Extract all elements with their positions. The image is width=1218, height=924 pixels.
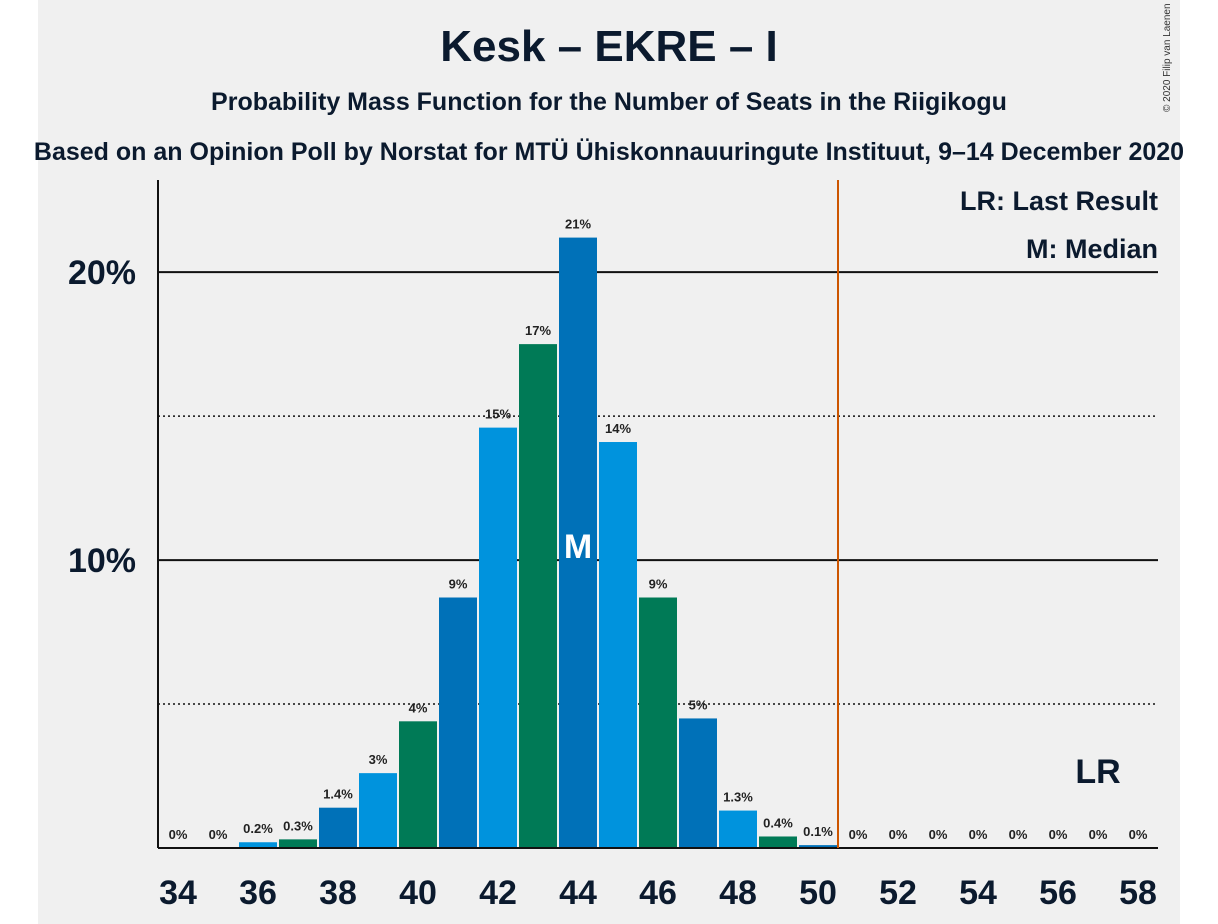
data-label-52: 0%: [889, 827, 908, 842]
chart-subtitle: Probability Mass Function for the Number…: [211, 88, 1007, 116]
bar-46: [639, 597, 677, 848]
data-label-53: 0%: [929, 827, 948, 842]
data-label-41: 9%: [449, 577, 468, 592]
y-tick-label: 10%: [68, 542, 136, 580]
bar-40: [399, 721, 437, 848]
legend-entry: LR: Last Result: [960, 186, 1158, 216]
bar-39: [359, 773, 397, 848]
bar-44: [559, 237, 597, 849]
x-tick-label: 38: [319, 874, 357, 912]
data-label-51: 0%: [849, 827, 868, 842]
bar-36: [239, 842, 277, 848]
data-label-44: 21%: [565, 217, 591, 232]
data-label-45: 14%: [605, 421, 631, 436]
x-tick-label: 46: [639, 874, 677, 912]
bar-37: [279, 839, 317, 848]
bar-42: [479, 427, 517, 848]
data-label-50: 0.1%: [803, 824, 833, 839]
data-label-54: 0%: [969, 827, 988, 842]
data-label-47: 5%: [689, 697, 708, 712]
data-label-36: 0.2%: [243, 821, 273, 836]
chart-title: Kesk – EKRE – I: [440, 22, 778, 71]
bar-49: [759, 836, 797, 848]
bar-50: [799, 845, 837, 848]
bar-48: [719, 810, 757, 848]
bar-38: [319, 807, 357, 848]
data-label-40: 4%: [409, 700, 428, 715]
data-label-34: 0%: [169, 827, 188, 842]
y-tick-label: 20%: [68, 254, 136, 292]
x-tick-label: 50: [799, 874, 837, 912]
x-tick-label: 36: [239, 874, 277, 912]
data-label-58: 0%: [1129, 827, 1148, 842]
data-label-48: 1.3%: [723, 790, 753, 805]
chart-source: Based on an Opinion Poll by Norstat for …: [33, 138, 1185, 166]
bar-47: [679, 718, 717, 848]
x-tick-label: 58: [1119, 874, 1157, 912]
x-tick-label: 52: [879, 874, 917, 912]
data-label-37: 0.3%: [283, 818, 313, 833]
x-tick-label: 44: [559, 874, 597, 912]
data-label-43: 17%: [525, 323, 551, 338]
legend-entry: M: Median: [1026, 234, 1158, 264]
x-tick-label: 34: [159, 874, 197, 912]
last-result-marker: LR: [1075, 753, 1120, 791]
bar-45: [599, 442, 637, 848]
x-tick-label: 54: [959, 874, 997, 912]
x-tick-label: 56: [1039, 874, 1077, 912]
data-label-55: 0%: [1009, 827, 1028, 842]
data-label-38: 1.4%: [323, 787, 353, 802]
data-label-42: 15%: [485, 407, 511, 422]
data-label-39: 3%: [369, 752, 388, 767]
x-tick-label: 40: [399, 874, 437, 912]
data-label-46: 9%: [649, 577, 668, 592]
data-label-49: 0.4%: [763, 815, 793, 830]
bar-41: [439, 597, 477, 848]
data-label-56: 0%: [1049, 827, 1068, 842]
median-marker: M: [564, 528, 592, 566]
data-label-35: 0%: [209, 827, 228, 842]
x-tick-label: 48: [719, 874, 757, 912]
bar-43: [519, 344, 557, 848]
x-tick-label: 42: [479, 874, 517, 912]
data-label-57: 0%: [1089, 827, 1108, 842]
